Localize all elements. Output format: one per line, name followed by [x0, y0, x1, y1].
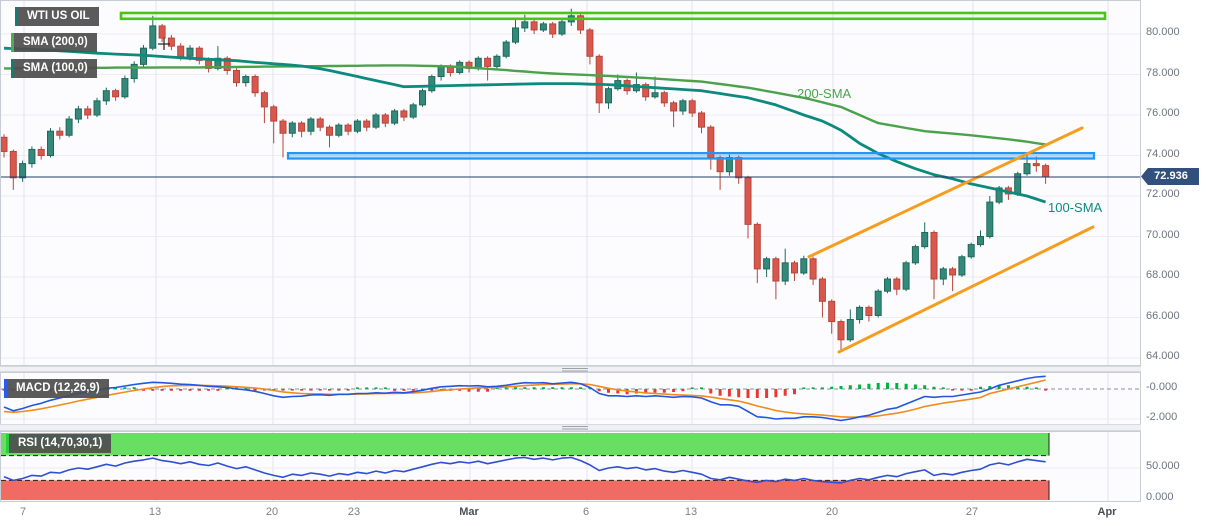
price-tick-label: 68.000	[1146, 269, 1180, 281]
symbol-legend[interactable]: WTI US OIL	[15, 7, 99, 26]
sma200-legend[interactable]: SMA (200,0)	[11, 33, 97, 52]
time-tick-label: 13	[684, 506, 698, 518]
candlestick-chart[interactable]	[1, 1, 1140, 365]
time-tick-label: Apr	[1097, 506, 1117, 518]
price-tick-label: 76.000	[1146, 107, 1180, 119]
time-tick-label: 23	[347, 506, 361, 518]
price-tick-label: 80.000	[1146, 26, 1180, 38]
current-price-badge: 72.936	[1141, 168, 1199, 185]
sma200-chart-label: 200-SMA	[797, 86, 852, 101]
rsi-tick-label: 0.000	[1146, 491, 1174, 503]
macd-chart[interactable]	[1, 373, 1140, 425]
time-tick-label: 6	[582, 506, 590, 518]
rsi-panel[interactable]	[0, 431, 1141, 502]
price-tick-label: 78.000	[1146, 66, 1180, 79]
price-tick-label: 74.000	[1146, 147, 1180, 160]
sma100-legend[interactable]: SMA (100,0)	[11, 59, 97, 78]
macd-legend[interactable]: MACD (12,26,9)	[4, 379, 109, 398]
rsi-legend[interactable]: RSI (14,70,30,1)	[6, 434, 112, 453]
price-tick-label: 72.000	[1146, 188, 1180, 200]
symbol-label: WTI US OIL	[27, 10, 90, 22]
panel-resize-handle-icon[interactable]	[562, 426, 588, 431]
time-tick-label: 20	[265, 506, 279, 518]
time-tick-label: 13	[148, 506, 162, 518]
macd-tick-label: -0.000	[1146, 381, 1178, 393]
price-tick-label: 70.000	[1146, 228, 1180, 241]
sma100-chart-label: 100-SMA	[1048, 200, 1103, 215]
rsi-chart[interactable]	[1, 432, 1140, 501]
panel-divider-macd	[0, 366, 1141, 373]
time-tick-label: 20	[825, 506, 839, 518]
price-tick-label: 64.000	[1146, 350, 1180, 362]
time-tick-label: Mar	[459, 506, 479, 518]
rsi-tick-label: 50.000	[1146, 460, 1180, 472]
macd-tick-label: -2.000	[1146, 411, 1178, 423]
macd-legend-label: MACD (12,26,9)	[16, 382, 100, 394]
sma100-legend-label: SMA (100,0)	[23, 62, 88, 74]
panel-divider-rsi	[0, 424, 1141, 431]
panel-resize-handle-icon[interactable]	[562, 368, 588, 373]
macd-panel[interactable]	[0, 372, 1141, 426]
main-chart-panel[interactable]	[0, 0, 1141, 366]
price-tick-label: 66.000	[1146, 309, 1180, 322]
rsi-legend-label: RSI (14,70,30,1)	[18, 437, 103, 449]
time-tick-label: 7	[19, 506, 27, 518]
time-tick-label: 27	[965, 506, 979, 518]
sma200-legend-label: SMA (200,0)	[23, 36, 88, 48]
